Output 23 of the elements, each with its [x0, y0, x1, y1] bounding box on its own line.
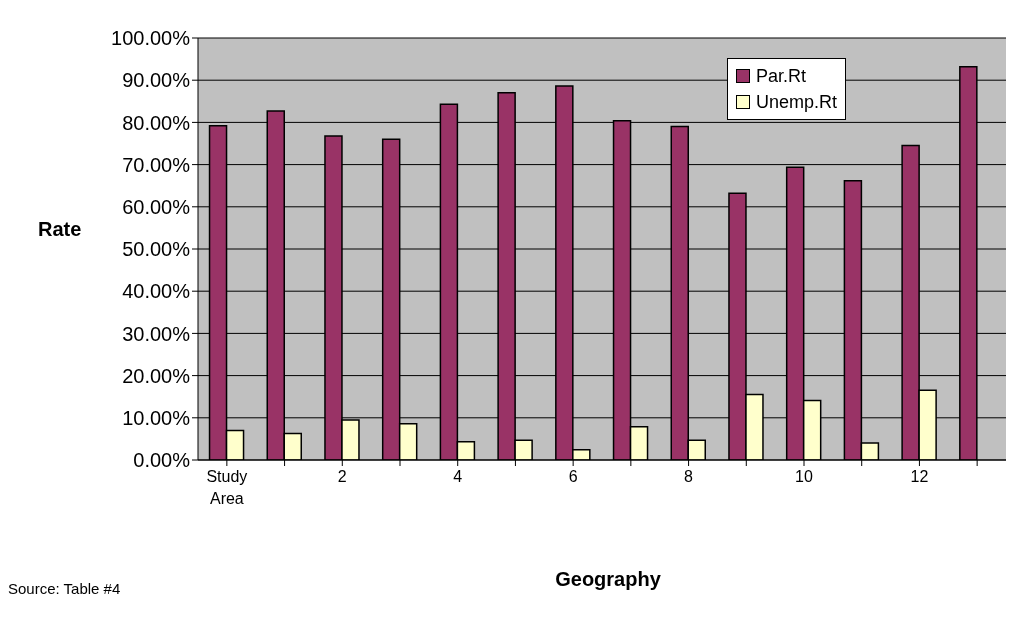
y-tick-label: 90.00% — [122, 69, 191, 92]
y-tick-label: 60.00% — [122, 195, 191, 218]
x-axis-title: Geography — [554, 568, 662, 591]
y-tick-label: 30.00% — [122, 322, 191, 345]
x-tick-label: 6 — [568, 468, 578, 485]
y-tick-label: 20.00% — [122, 364, 191, 387]
y-tick-label: 100.00% — [111, 27, 191, 50]
legend-label: Unemp.Rt — [755, 91, 837, 114]
source-note: Source: Table #4 — [8, 580, 121, 597]
x-tick-label: 4 — [453, 468, 463, 485]
y-tick-label: 40.00% — [122, 280, 191, 303]
y-tick-label: 70.00% — [122, 153, 191, 176]
y-tick-label: 80.00% — [122, 111, 191, 134]
y-tick-label: 10.00% — [122, 406, 191, 429]
x-tick-label: 2 — [337, 468, 347, 485]
x-tick-label: 8 — [684, 468, 694, 485]
x-tick-label: 12 — [910, 468, 929, 485]
x-tick-label: 10 — [795, 468, 813, 485]
y-axis-title: Rate — [38, 218, 82, 241]
x-tick-label: Study Area — [206, 468, 248, 507]
y-tick-label: 50.00% — [122, 238, 191, 261]
y-tick-label: 0.00% — [133, 449, 191, 472]
legend-label: Par.Rt — [755, 65, 806, 88]
